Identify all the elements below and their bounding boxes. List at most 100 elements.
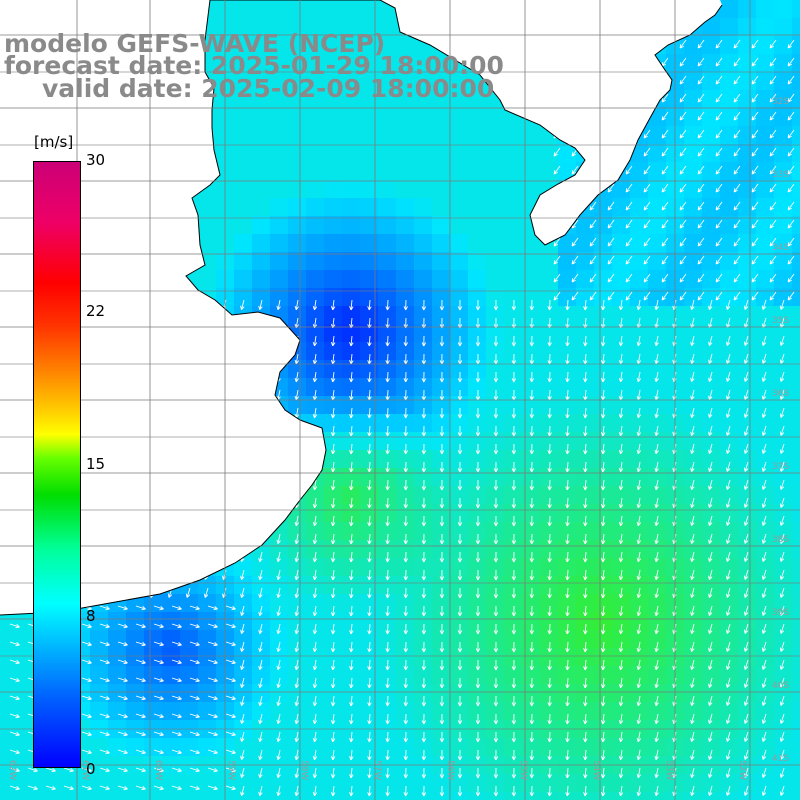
wind-cell (90, 612, 109, 631)
wind-cell (18, 612, 37, 631)
wind-cell (720, 684, 739, 703)
wind-cell (378, 180, 397, 199)
wind-arrow (403, 731, 408, 743)
wind-cell (774, 18, 793, 37)
wind-arrow (715, 183, 723, 193)
wind-cell (288, 666, 307, 685)
wind-arrow (45, 767, 56, 773)
wind-cell (234, 756, 253, 775)
wind-cell (792, 288, 800, 307)
wind-arrow (779, 335, 785, 346)
wind-cell (594, 738, 613, 757)
wind-arrow (697, 165, 705, 175)
wind-cell (486, 504, 505, 523)
wind-arrow (583, 767, 588, 779)
wind-arrow (493, 407, 499, 419)
wind-cell (648, 450, 667, 469)
wind-cell (234, 630, 253, 649)
wind-arrow (583, 353, 588, 365)
wind-arrow (403, 785, 408, 797)
wind-cell (396, 72, 415, 91)
wind-arrow (761, 353, 767, 364)
wind-cell (72, 792, 91, 800)
wind-cell (558, 684, 577, 703)
wind-arrow (715, 39, 723, 49)
wind-cell (774, 792, 793, 800)
wind-arrow (312, 551, 318, 563)
wind-arrow (511, 497, 517, 509)
wind-cell (702, 198, 721, 217)
wind-cell (576, 666, 595, 685)
wind-arrow (600, 785, 606, 797)
wind-cell (126, 612, 145, 631)
wind-arrow (240, 785, 245, 796)
wind-arrow (654, 299, 659, 311)
wind-arrow (385, 551, 390, 563)
wind-arrow (135, 659, 146, 665)
wind-arrow (583, 623, 588, 635)
wind-cell (306, 522, 325, 541)
wind-cell (522, 252, 541, 271)
wind-arrow (600, 335, 606, 347)
wind-cell (18, 666, 37, 685)
wind-cell (216, 126, 235, 145)
wind-cell (540, 522, 559, 541)
wind-arrow (743, 731, 749, 742)
wind-cell (648, 252, 667, 271)
wind-arrow (511, 695, 517, 707)
wind-cell (504, 198, 523, 217)
wind-cell (720, 288, 739, 307)
wind-arrow (294, 749, 299, 761)
wind-cell (666, 270, 685, 289)
wind-cell (360, 702, 379, 721)
wind-arrow (779, 299, 785, 310)
wind-cell (360, 324, 379, 343)
wind-arrow (457, 353, 463, 365)
wind-cell (216, 666, 235, 685)
wind-arrow (367, 461, 372, 473)
wind-cell (666, 378, 685, 397)
wind-arrow (258, 587, 263, 599)
wind-cell (648, 342, 667, 361)
wind-cell (468, 630, 487, 649)
wind-cell (738, 576, 757, 595)
wind-cell (144, 792, 163, 800)
wind-cell (216, 288, 235, 307)
wind-arrow (276, 569, 281, 581)
wind-cell (468, 486, 487, 505)
wind-arrow (135, 695, 146, 701)
wind-arrow (385, 731, 390, 743)
wind-cell (684, 702, 703, 721)
wind-arrow (726, 659, 731, 670)
wind-arrow (625, 291, 633, 301)
wind-cell (720, 72, 739, 91)
wind-cell (756, 396, 775, 415)
wind-arrow (511, 677, 517, 689)
wind-arrow (679, 165, 687, 175)
wind-cell (270, 180, 289, 199)
wind-cell (666, 702, 685, 721)
wind-cell (180, 720, 199, 739)
wind-cell (342, 270, 361, 289)
wind-arrow (349, 587, 354, 599)
wind-cell (558, 576, 577, 595)
wind-cell (558, 486, 577, 505)
wind-cell (0, 630, 19, 649)
wind-cell (504, 666, 523, 685)
wind-arrow (583, 443, 588, 455)
wind-arrow (708, 677, 713, 688)
wind-cell (306, 234, 325, 253)
wind-cell (630, 576, 649, 595)
wind-cell (738, 414, 757, 433)
wind-arrow (690, 749, 695, 760)
wind-cell (522, 630, 541, 649)
wind-arrow (294, 551, 299, 563)
wind-arrow (583, 659, 588, 671)
wind-arrow (547, 695, 552, 707)
wind-cell (396, 414, 415, 433)
wind-cell (414, 342, 433, 361)
wind-cell (684, 54, 703, 73)
wind-cell (36, 774, 55, 793)
wind-cell (162, 684, 181, 703)
wind-arrow (607, 273, 615, 283)
